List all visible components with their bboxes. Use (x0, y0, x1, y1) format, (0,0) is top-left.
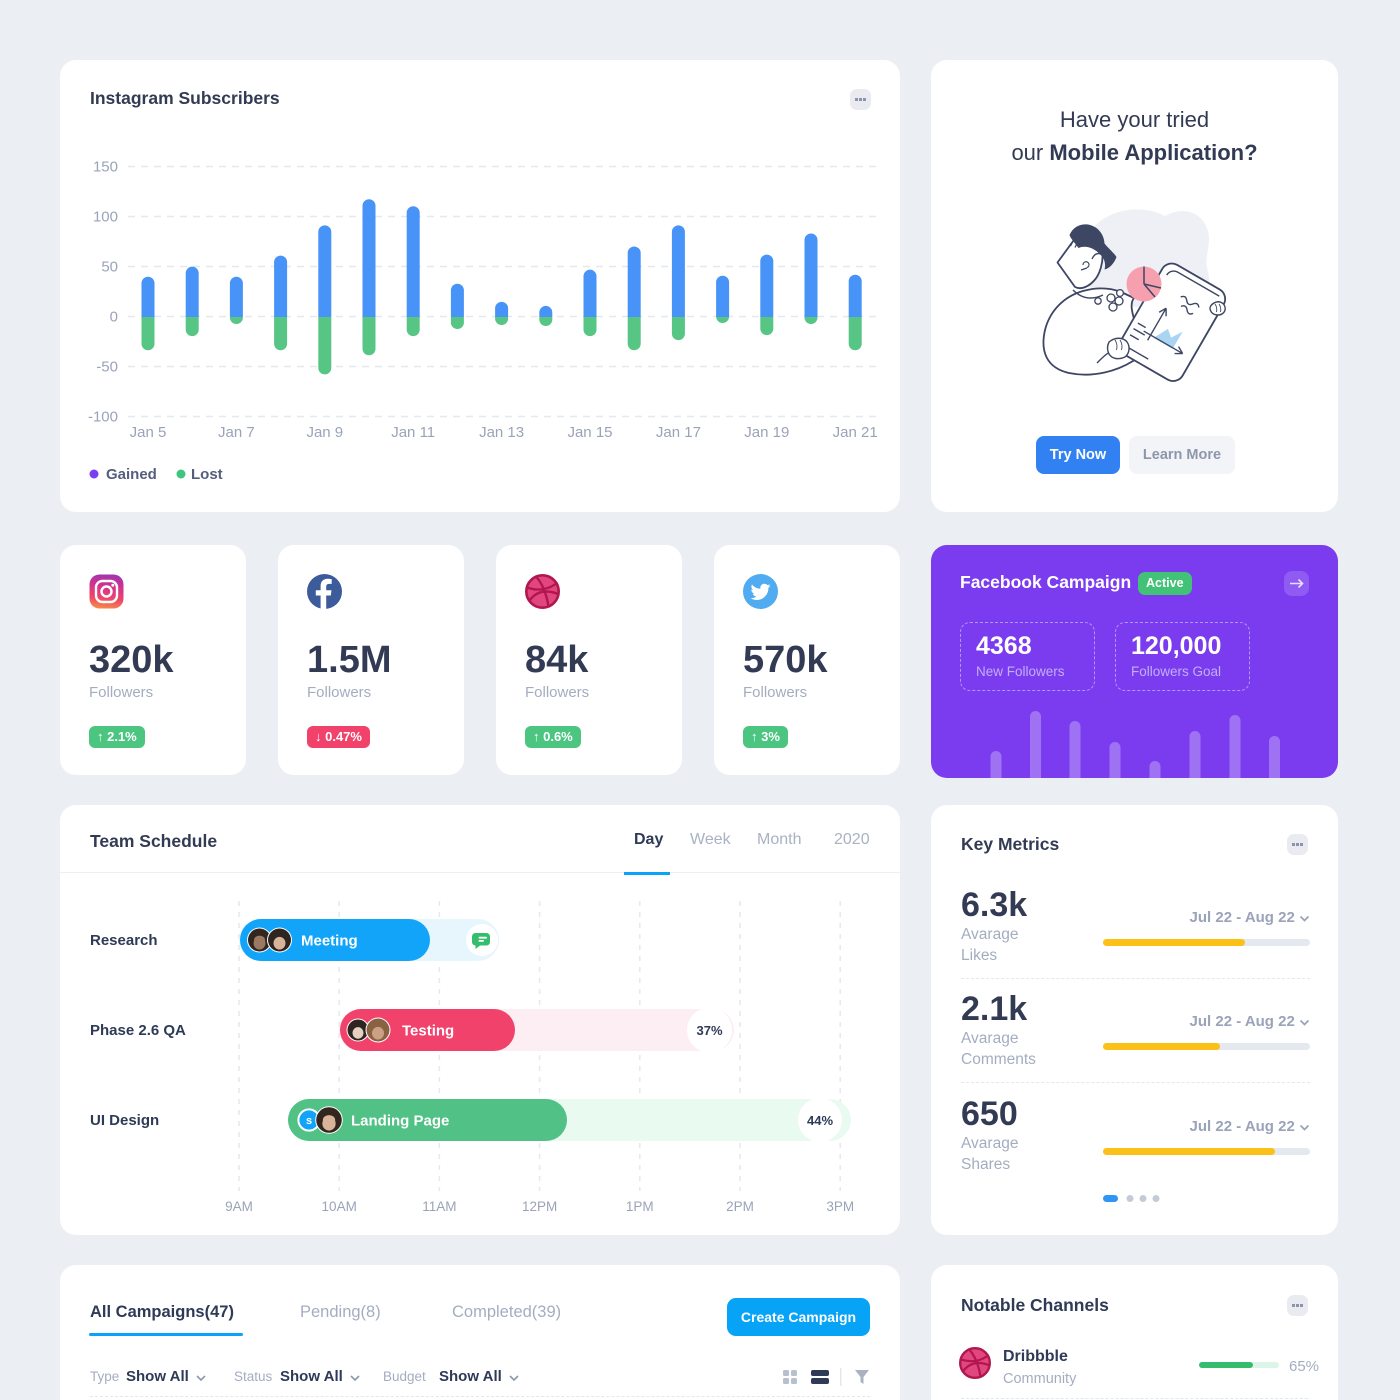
svg-text:Landing Page: Landing Page (351, 1113, 449, 1130)
svg-text:-100: -100 (88, 409, 118, 426)
svg-text:Jan 21: Jan 21 (833, 424, 878, 441)
svg-text:12PM: 12PM (522, 1199, 557, 1214)
svg-text:1PM: 1PM (626, 1199, 654, 1214)
svg-text:0: 0 (110, 309, 118, 326)
svg-text:100: 100 (93, 209, 118, 226)
svg-text:Jan 11: Jan 11 (391, 424, 435, 441)
svg-text:s: s (306, 1115, 312, 1127)
svg-text:Jan 5: Jan 5 (130, 424, 167, 441)
svg-text:Lost: Lost (191, 466, 223, 483)
svg-text:9AM: 9AM (225, 1199, 253, 1214)
svg-text:UI Design: UI Design (90, 1112, 159, 1129)
svg-text:Meeting: Meeting (301, 933, 358, 950)
svg-text:44%: 44% (807, 1113, 833, 1128)
svg-text:Phase 2.6 QA: Phase 2.6 QA (90, 1022, 186, 1039)
svg-text:Research: Research (90, 932, 158, 949)
svg-text:Jan 15: Jan 15 (567, 424, 612, 441)
svg-text:Jan 19: Jan 19 (744, 424, 789, 441)
svg-text:Jan 7: Jan 7 (218, 424, 255, 441)
svg-text:150: 150 (93, 159, 118, 176)
svg-text:37%: 37% (696, 1023, 722, 1038)
svg-text:Gained: Gained (106, 466, 157, 483)
svg-text:3PM: 3PM (826, 1199, 854, 1214)
svg-text:50: 50 (101, 259, 118, 276)
svg-text:-50: -50 (96, 359, 118, 376)
svg-text:2PM: 2PM (726, 1199, 754, 1214)
svg-text:11AM: 11AM (422, 1199, 456, 1214)
svg-text:Jan 9: Jan 9 (306, 424, 343, 441)
svg-text:10AM: 10AM (322, 1199, 357, 1214)
svg-text:Jan 13: Jan 13 (479, 424, 524, 441)
svg-text:Jan 17: Jan 17 (656, 424, 701, 441)
svg-text:Testing: Testing (402, 1023, 454, 1040)
